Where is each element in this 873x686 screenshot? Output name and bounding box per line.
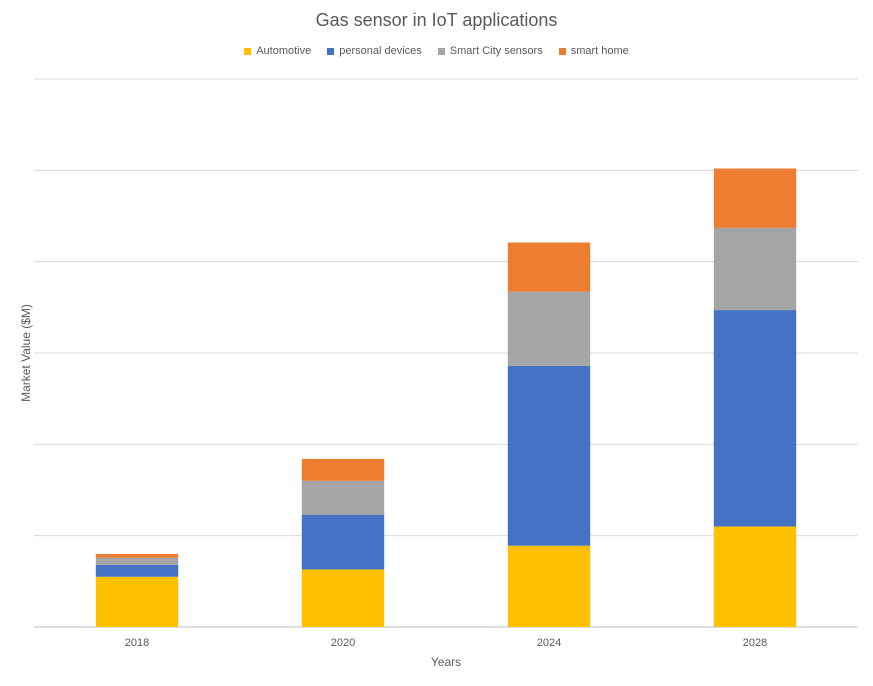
bar-segment-personal-devices-2020	[301, 514, 385, 570]
x-axis-title: Years	[431, 655, 461, 669]
x-tick-label: 2028	[743, 637, 767, 649]
legend-label-smart-home: smart home	[570, 45, 629, 57]
bar-segment-personal-devices-2028	[713, 310, 797, 527]
bar-segment-automotive-2028	[713, 526, 797, 627]
x-tick-label: 2020	[331, 637, 355, 649]
bar-segment-smart-home-2028	[713, 168, 797, 228]
legend-item-automotive: Automotive	[244, 45, 311, 57]
bar-segment-smart-home-2018	[95, 553, 179, 558]
x-tick-labels: 2018 2020 2024 2028	[125, 637, 767, 649]
bar-segment-automotive-2018	[95, 576, 179, 627]
bar-segment-smart-city-sensors-2024	[507, 291, 591, 366]
bar-segment-smart-home-2024	[507, 242, 591, 292]
legend-item-smart-city-sensors: Smart City sensors	[437, 45, 543, 57]
bar-segment-automotive-2024	[507, 545, 591, 627]
bar-segment-smart-city-sensors-2020	[301, 480, 385, 515]
legend-item-smart-home: smart home	[558, 45, 629, 57]
bar-segment-smart-city-sensors-2028	[713, 227, 797, 311]
x-tick-label: 2024	[537, 637, 561, 649]
bar-segment-smart-home-2020	[301, 458, 385, 481]
legend-label-personal-devices: personal devices	[339, 45, 422, 57]
bar-segment-automotive-2020	[301, 569, 385, 627]
legend-label-smart-city-sensors: Smart City sensors	[449, 45, 543, 57]
bar-segment-smart-city-sensors-2018	[95, 557, 179, 565]
legend-swatch-automotive	[244, 47, 252, 55]
bar-segment-personal-devices-2018	[95, 564, 179, 577]
legend-swatch-smart-city-sensors	[437, 47, 445, 55]
bars	[95, 168, 797, 627]
bar-segment-personal-devices-2024	[507, 365, 591, 546]
legend-label-automotive: Automotive	[256, 45, 312, 57]
y-axis-title: Market Value ($M)	[19, 304, 33, 402]
legend-item-personal-devices: personal devices	[327, 45, 422, 57]
legend-swatch-smart-home	[558, 47, 566, 55]
x-tick-label: 2018	[125, 637, 149, 649]
legend: Automotive personal devices Smart City s…	[0, 45, 873, 57]
chart-title: Gas sensor in IoT applications	[315, 10, 558, 30]
legend-swatch-personal-devices	[327, 47, 335, 55]
